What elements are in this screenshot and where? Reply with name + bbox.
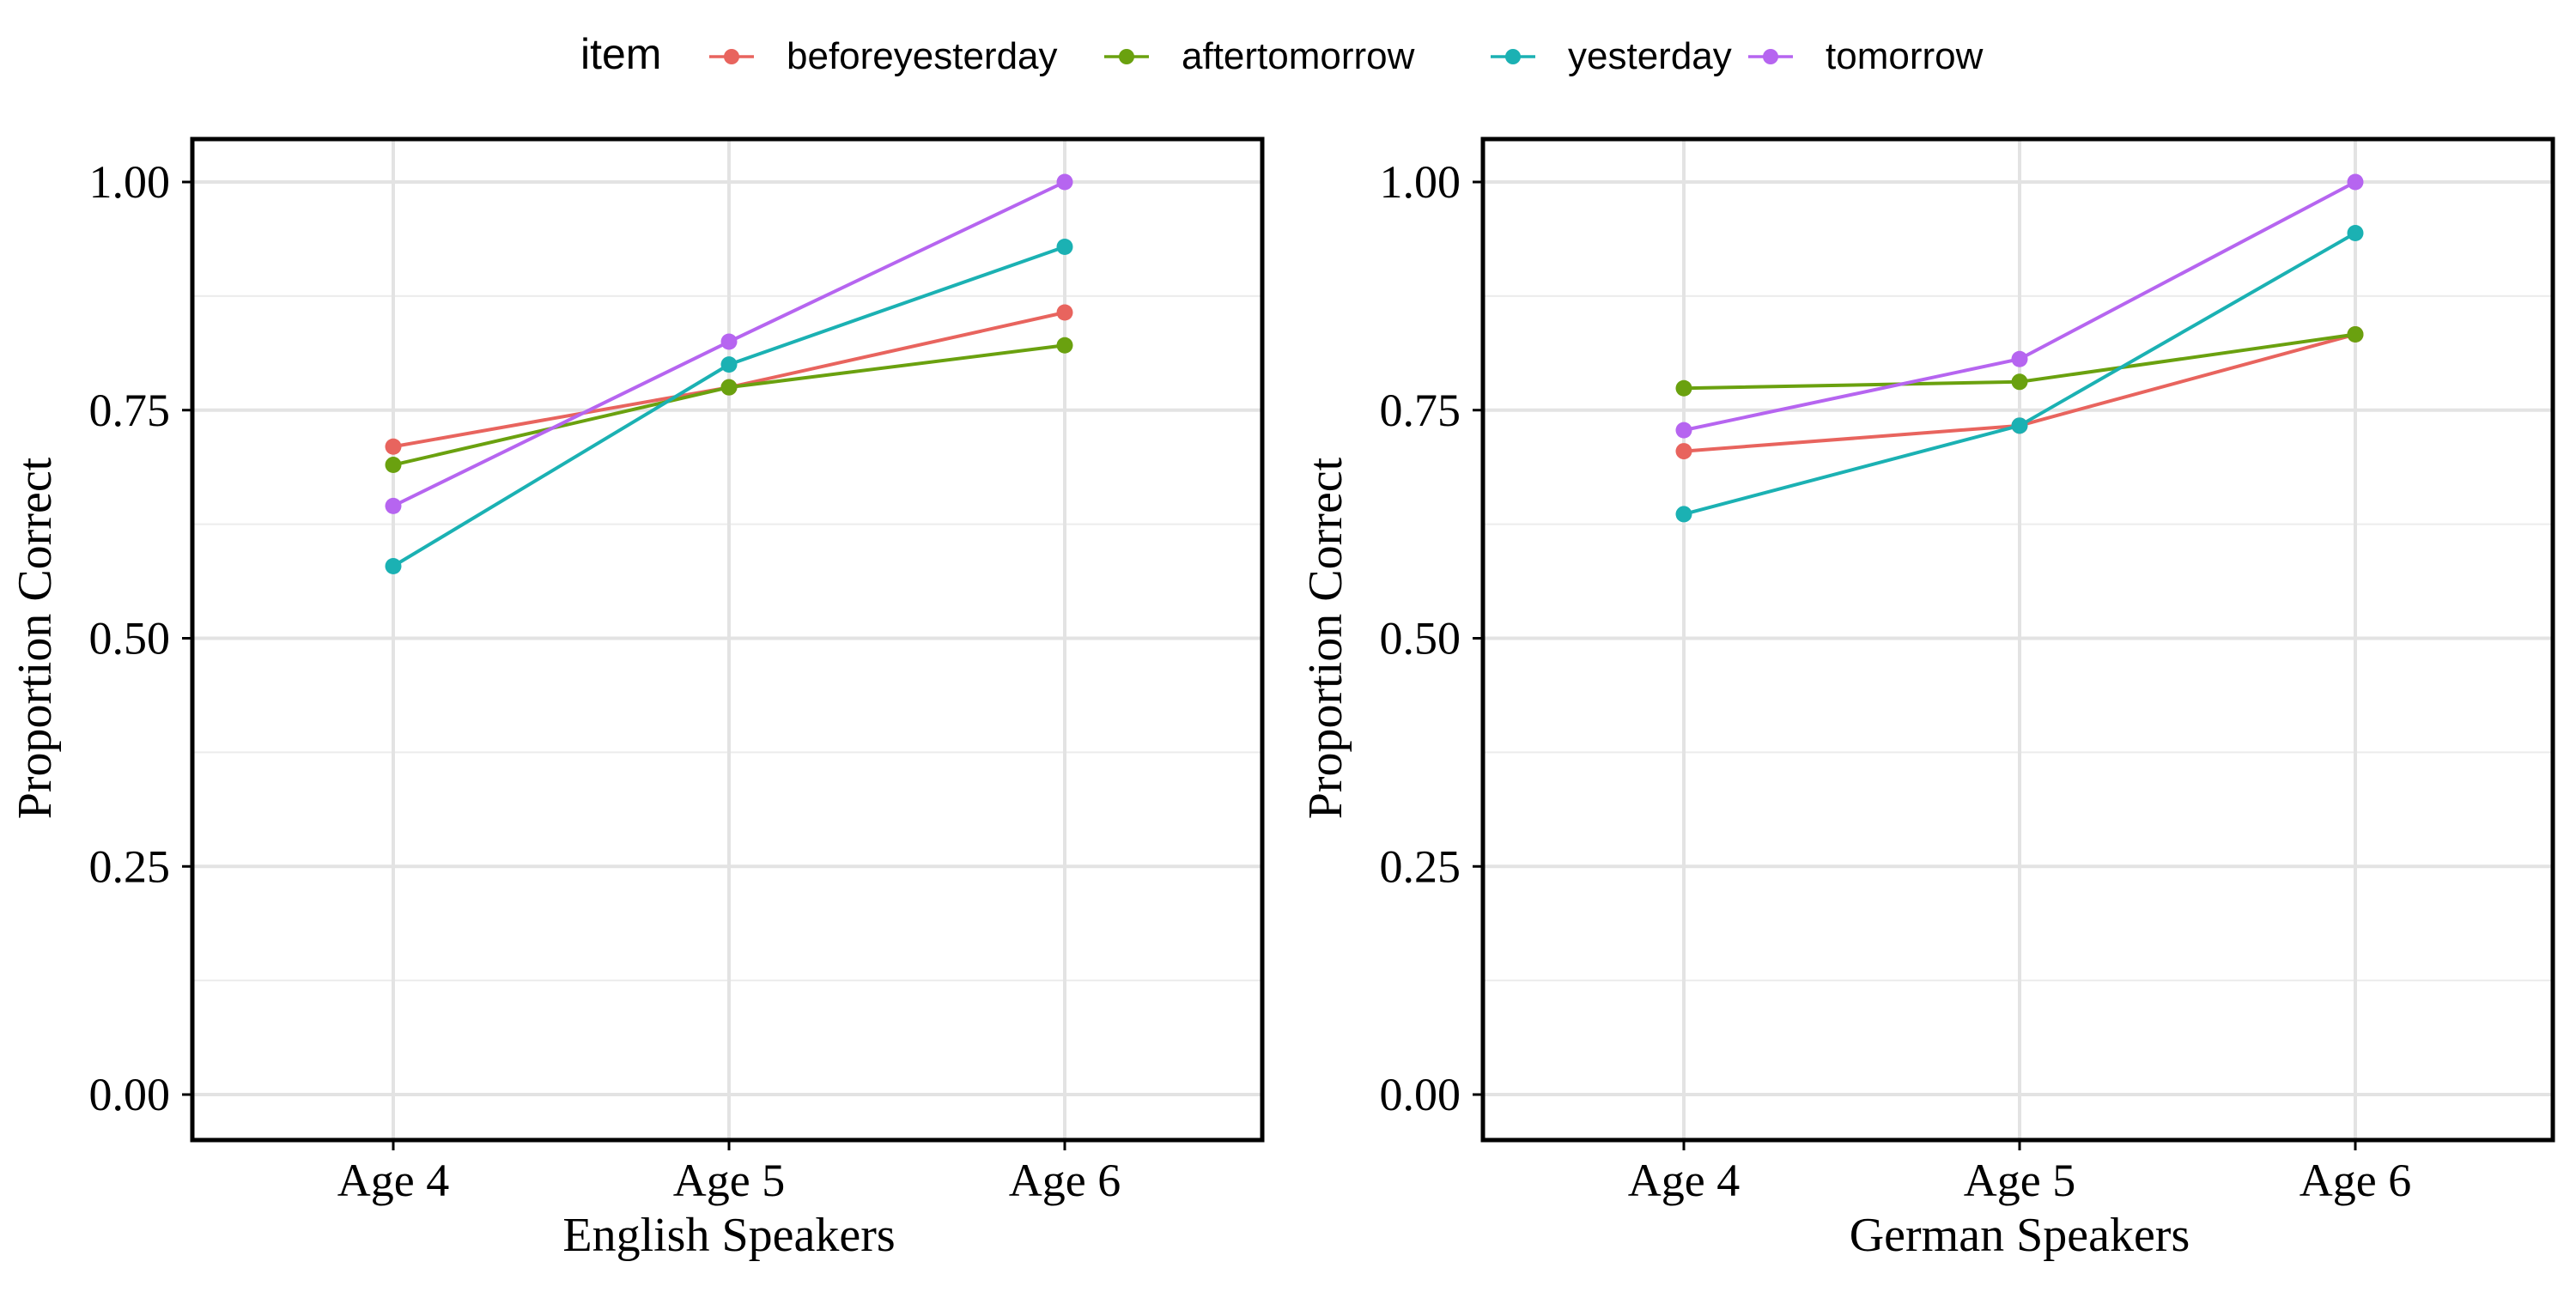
legend-entry-aftertomorrow: aftertomorrow xyxy=(1104,35,1415,77)
legend-label: yesterday xyxy=(1568,35,1732,77)
data-point-aftertomorrow-1 xyxy=(1675,379,1692,397)
x-axis-title: English Speakers xyxy=(562,1209,895,1262)
data-point-yesterday-1 xyxy=(1675,506,1692,523)
y-tick-label: 0.25 xyxy=(1380,840,1461,892)
x-tick-label: Age 6 xyxy=(1009,1155,1121,1206)
data-point-aftertomorrow-3 xyxy=(2347,326,2364,343)
y-tick-label: 0.00 xyxy=(1380,1069,1461,1120)
chart-panel-2: 0.00 0.25 0.50 0.75 1.00 Age 4 Age 5 Age 6 Germa… xyxy=(1299,136,2555,1262)
data-point-yesterday-3 xyxy=(1056,238,1073,255)
data-point-tomorrow-1 xyxy=(385,497,402,514)
legend: item beforeyesterday aftertomorrow yesterd… xyxy=(580,30,1984,78)
legend-title: item xyxy=(580,30,661,78)
y-tick-label: 0.25 xyxy=(89,840,171,892)
chart-panel-1: 0.00 0.25 0.50 0.75 1.00 Age 4 Age 5 Age 6 Engli… xyxy=(9,136,1265,1262)
data-point-yesterday-1 xyxy=(385,558,402,575)
series-yesterday xyxy=(385,238,1073,575)
data-point-tomorrow-1 xyxy=(1675,422,1692,439)
data-point-tomorrow-2 xyxy=(720,333,738,350)
legend-label: aftertomorrow xyxy=(1182,35,1415,77)
x-tick-label: Age 5 xyxy=(1964,1155,2075,1206)
y-tick-label: 0.75 xyxy=(1380,385,1461,436)
legend-key-point xyxy=(1119,49,1134,64)
series-aftertomorrow xyxy=(1675,326,2364,397)
legend-label: tomorrow xyxy=(1826,35,1984,77)
data-point-aftertomorrow-2 xyxy=(2011,373,2028,391)
y-tick-label: 0.50 xyxy=(89,613,171,664)
x-tick-label: Age 6 xyxy=(2300,1155,2411,1206)
legend-entry-beforeyesterday: beforeyesterday xyxy=(709,35,1058,77)
series-tomorrow xyxy=(385,173,1073,514)
y-tick-label: 1.00 xyxy=(1380,156,1461,208)
y-tick-label: 0.00 xyxy=(89,1069,171,1120)
legend-key-point xyxy=(1505,49,1521,64)
y-axis-title: Proportion Correct xyxy=(9,457,62,819)
data-point-yesterday-2 xyxy=(2011,417,2028,434)
y-tick-label: 0.50 xyxy=(1380,613,1461,664)
x-tick-label: Age 4 xyxy=(1628,1155,1740,1206)
data-point-beforeyesterday-3 xyxy=(1056,304,1073,321)
x-tick-label: Age 5 xyxy=(673,1155,785,1206)
series-aftertomorrow xyxy=(385,337,1073,474)
data-point-beforeyesterday-1 xyxy=(1675,443,1692,460)
legend-key-point xyxy=(1763,49,1778,64)
y-tick-label: 0.75 xyxy=(89,385,171,436)
legend-entry-yesterday: yesterday xyxy=(1491,35,1732,77)
data-point-yesterday-2 xyxy=(720,356,738,373)
series-tomorrow xyxy=(1675,173,2364,439)
y-axis-title: Proportion Correct xyxy=(1299,457,1352,819)
data-point-aftertomorrow-2 xyxy=(720,379,738,396)
y-tick-label: 1.00 xyxy=(89,156,171,208)
data-point-aftertomorrow-3 xyxy=(1056,337,1073,354)
data-point-beforeyesterday-1 xyxy=(385,438,402,455)
data-point-yesterday-3 xyxy=(2347,225,2364,242)
data-point-tomorrow-3 xyxy=(2347,173,2364,191)
data-point-aftertomorrow-1 xyxy=(385,457,402,474)
x-tick-label: Age 4 xyxy=(337,1155,449,1206)
legend-entry-tomorrow: tomorrow xyxy=(1748,35,1984,77)
data-point-tomorrow-2 xyxy=(2011,350,2028,367)
legend-key-point xyxy=(724,49,739,64)
x-axis-title: German Speakers xyxy=(1850,1209,2190,1262)
series-yesterday xyxy=(1675,225,2364,523)
data-point-tomorrow-3 xyxy=(1056,173,1073,191)
legend-label: beforeyesterday xyxy=(787,35,1058,77)
